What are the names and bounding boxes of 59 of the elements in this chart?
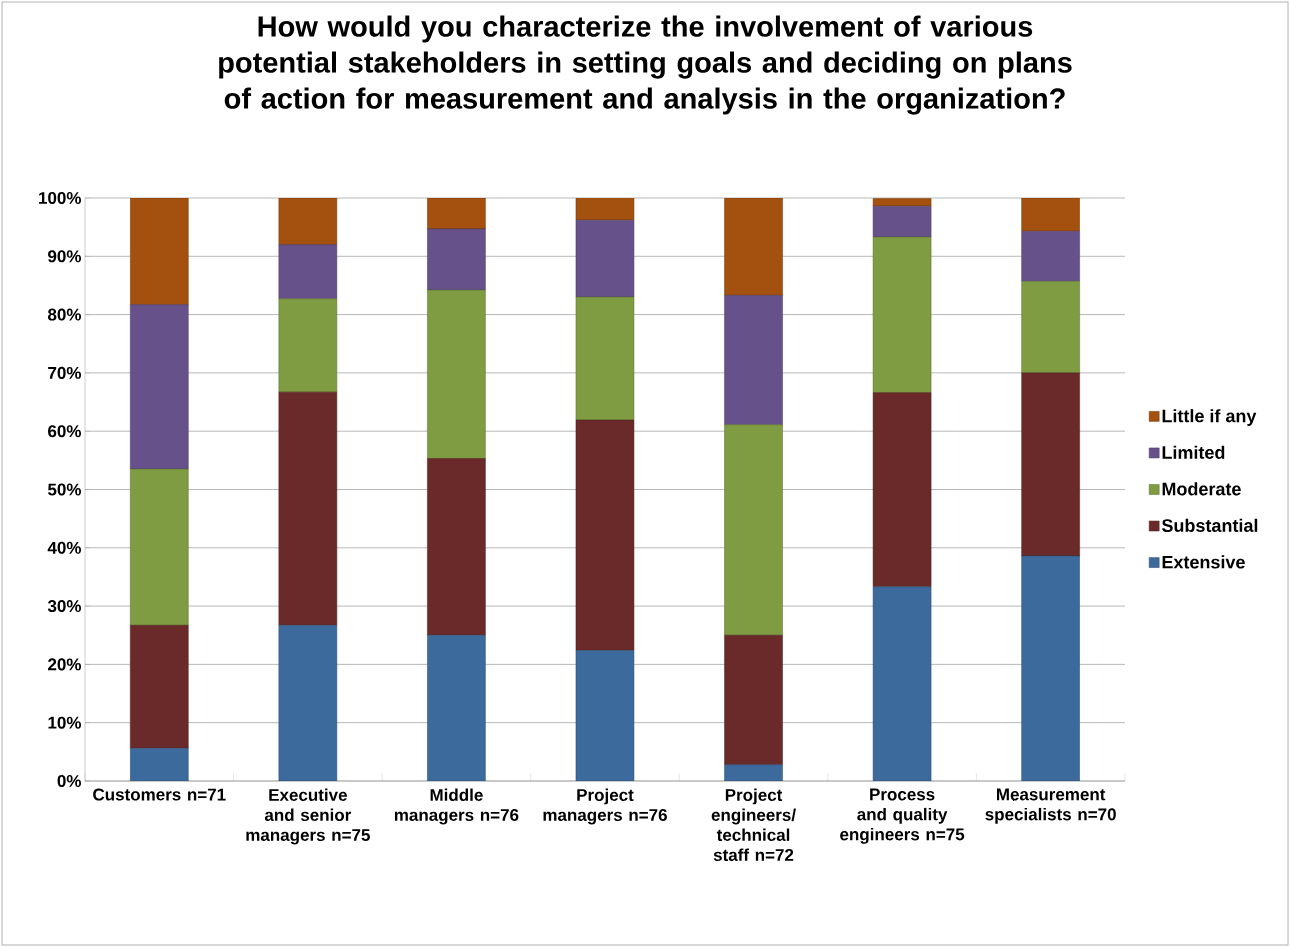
bar <box>130 468 189 626</box>
legend-label: Substantial <box>1161 518 1258 532</box>
bar <box>1021 555 1080 781</box>
bar <box>872 198 932 207</box>
bar <box>575 219 635 298</box>
x-tick-label: Executive and senior managers n=75 <box>246 788 370 845</box>
bar <box>724 634 783 765</box>
bar <box>1021 372 1080 557</box>
bar <box>427 634 486 781</box>
x-tick-label: Customers n=71 <box>93 788 226 801</box>
bar <box>575 197 635 221</box>
x-tick-label: Middle managers n=76 <box>394 788 519 825</box>
x-tick-label: Measurement specialists n=70 <box>985 788 1116 824</box>
y-tick-label: 90% <box>48 250 82 263</box>
bar <box>1021 281 1080 374</box>
bar <box>872 205 932 238</box>
bar <box>872 586 932 781</box>
y-tick-label: 50% <box>47 483 82 496</box>
bar <box>1021 230 1080 282</box>
y-tick-label: 30% <box>47 600 82 613</box>
bar <box>575 419 635 651</box>
y-tick-label: 20% <box>48 658 82 671</box>
bar <box>278 625 338 781</box>
bar <box>724 197 783 296</box>
bar <box>1021 197 1080 232</box>
bar <box>872 236 932 393</box>
bar <box>130 197 189 305</box>
bar <box>427 289 486 459</box>
legend-label: Limited <box>1162 445 1225 459</box>
y-tick-label: 70% <box>48 366 82 379</box>
bar <box>575 650 635 781</box>
bar <box>130 625 189 749</box>
y-tick-label: 80% <box>47 308 82 321</box>
x-tick-label: Process and quality engineers n=75 <box>840 788 965 844</box>
bar <box>724 295 783 426</box>
bar <box>724 424 783 636</box>
bar <box>427 458 486 636</box>
y-tick-label: 0% <box>57 774 82 788</box>
bar <box>575 296 635 421</box>
bar <box>278 244 338 300</box>
bar <box>427 228 486 291</box>
bar <box>278 391 338 626</box>
x-tick-label: Project managers n=76 <box>543 788 667 825</box>
y-tick-label: 100% <box>39 191 82 205</box>
x-tick-label: Project engineers/ technical staff n=72 <box>711 788 796 862</box>
bar <box>427 197 486 230</box>
bar <box>278 298 338 393</box>
bar <box>724 764 783 781</box>
legend-label: Moderate <box>1162 482 1241 496</box>
bar <box>872 392 932 588</box>
y-tick-label: 40% <box>47 541 82 554</box>
y-tick-label: 60% <box>48 425 82 438</box>
legend-label: Extensive <box>1162 555 1245 569</box>
y-tick-label: 10% <box>48 716 82 729</box>
legend-label: Little if any <box>1162 409 1257 426</box>
bar <box>130 748 189 781</box>
chart-title: How would you characterize the involvement of various potential stakeholders in setting goals and deciding on plans of action for measurement and analysis in the organization? <box>219 15 1072 115</box>
bar <box>278 197 338 245</box>
bar <box>130 304 189 470</box>
